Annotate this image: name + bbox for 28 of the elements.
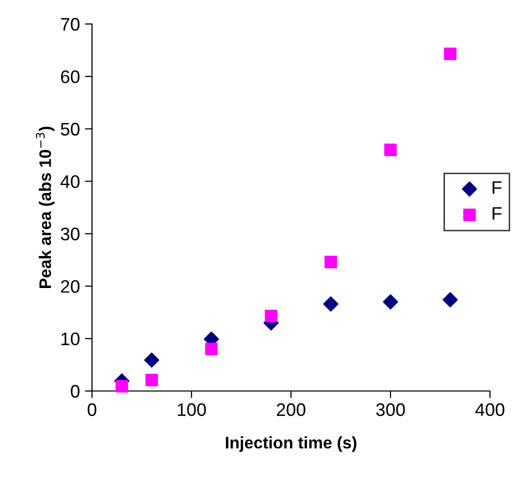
point	[382, 294, 398, 310]
point	[116, 380, 128, 393]
legend-label: F	[492, 181, 502, 194]
point	[323, 296, 338, 312]
y-tick-label: 10	[61, 332, 80, 346]
x-tick-label: 300	[376, 403, 405, 416]
y-tick-label: 20	[61, 280, 80, 293]
y-tick-label: 0	[70, 384, 80, 398]
legend-label: F	[492, 207, 502, 220]
x-tick-label: 100	[178, 403, 206, 416]
point	[205, 342, 218, 356]
point	[264, 310, 278, 322]
point	[384, 144, 397, 156]
y-tick-label: 60	[61, 70, 80, 84]
y-tick-label: 70	[61, 18, 80, 31]
point	[324, 256, 338, 268]
x-axis-title: Injection time (s)	[226, 436, 356, 452]
x-tick-label: 400	[475, 403, 504, 416]
x-tick-label: 0	[88, 403, 96, 416]
x-tick-label: 200	[276, 403, 306, 416]
y-axis-title: Peak area (abs 10$^{−3}$)	[36, 126, 54, 288]
point	[144, 352, 160, 368]
point	[442, 292, 458, 308]
y-tick-label: 30	[60, 228, 80, 240]
point	[444, 48, 456, 60]
y-tick-label: 40	[60, 175, 80, 188]
y-tick-label: 50	[60, 122, 80, 136]
point	[145, 374, 158, 386]
